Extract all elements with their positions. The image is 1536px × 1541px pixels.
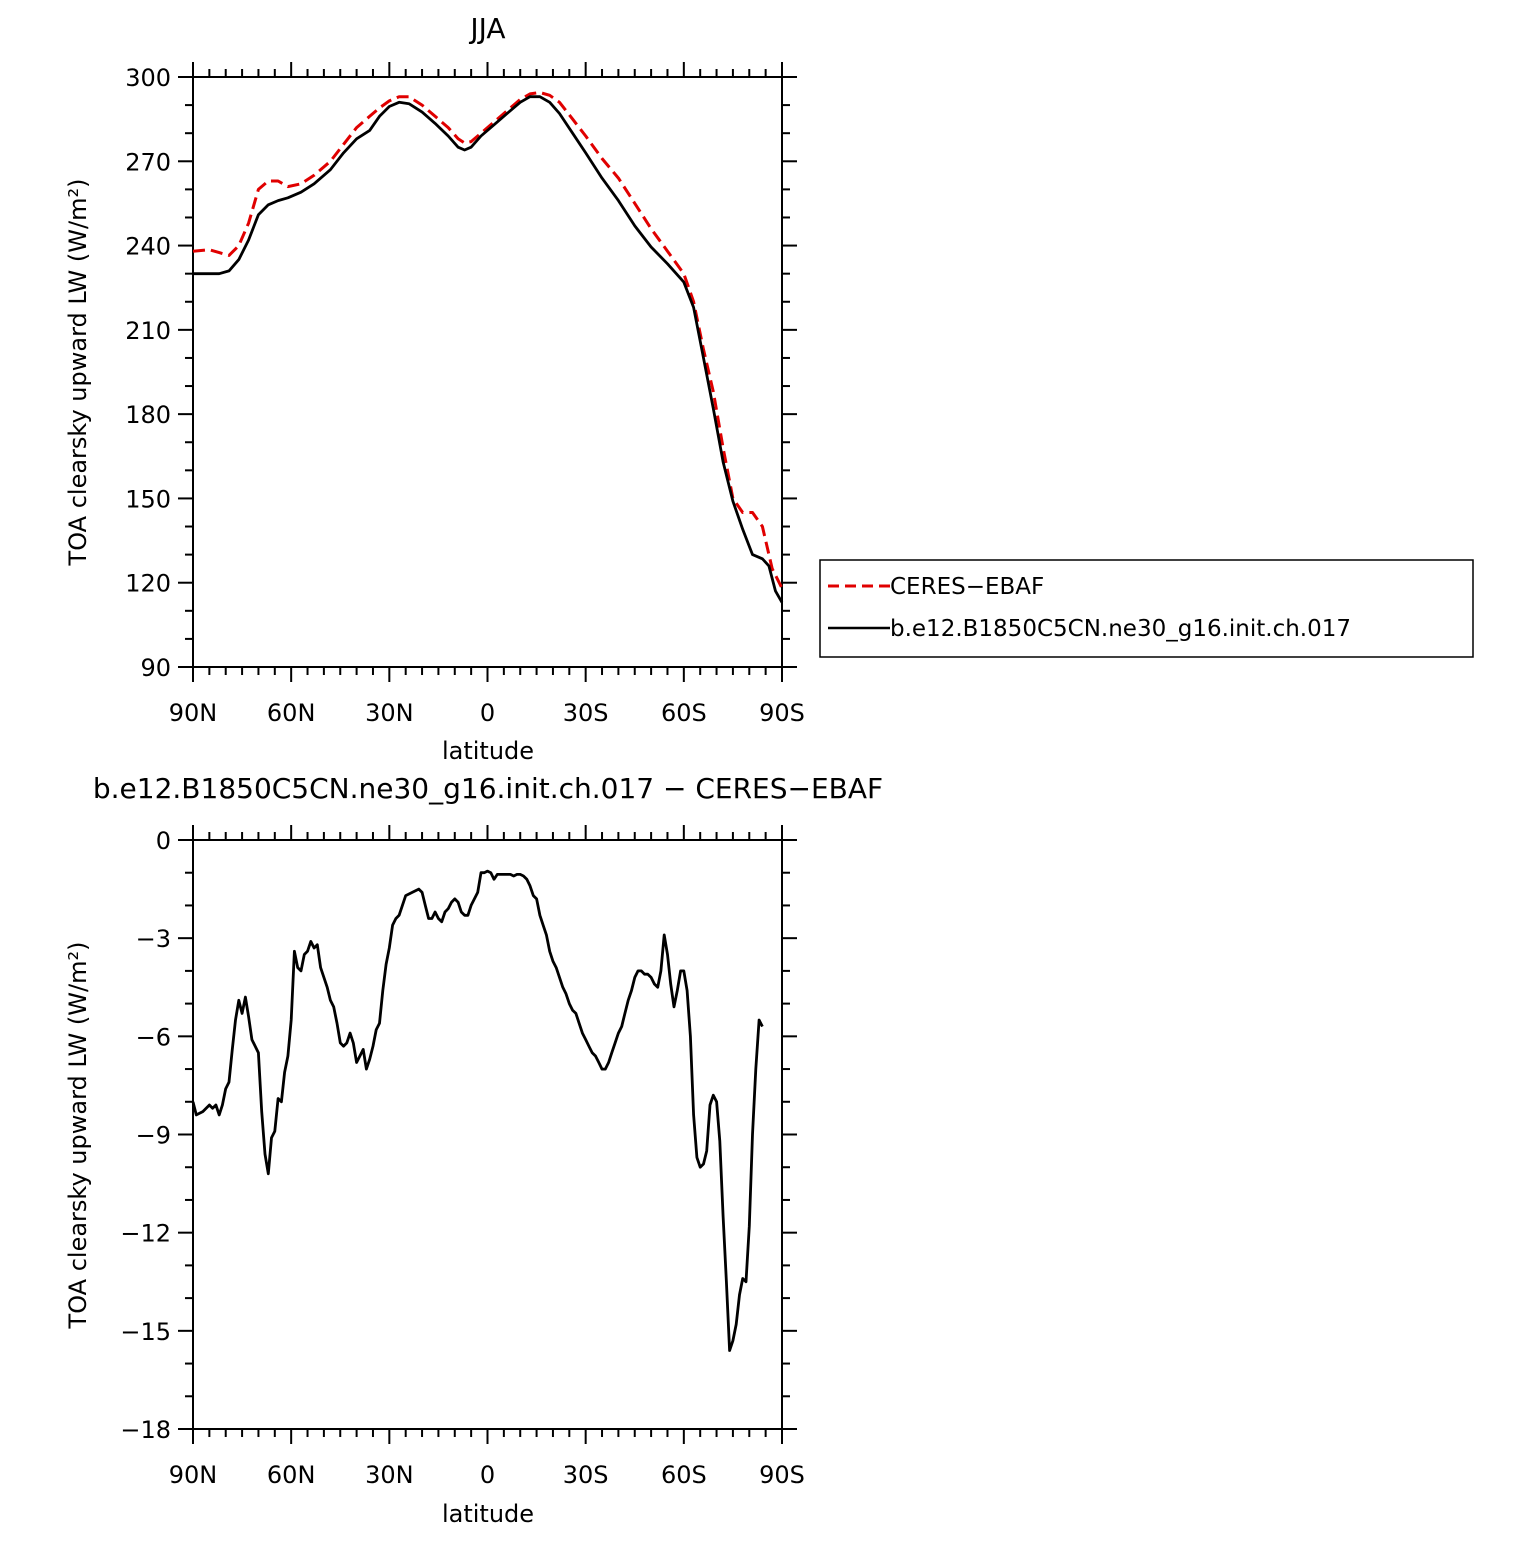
top-y-tick-label: 270 xyxy=(125,148,171,176)
panel-top-chart: JJA 90N 60N 30N 0 30S 60S 90S 90 120 150 180 210 240… xyxy=(64,12,805,765)
legend-label-model: b.e12.B1850C5CN.ne30_g16.init.ch.017 xyxy=(890,616,1351,642)
bottom-series-line-0 xyxy=(191,869,764,1352)
top-plot-frame xyxy=(192,76,783,668)
top-x-tick-label: 30S xyxy=(563,699,609,727)
bottom-x-tick-label: 0 xyxy=(480,1461,495,1489)
top-y-axis-title: TOA clearsky upward LW (W/m²) xyxy=(64,179,92,567)
bottom-y-tick-label: −6 xyxy=(136,1023,171,1051)
legend: CERES−EBAF b.e12.B1850C5CN.ne30_g16.init… xyxy=(819,559,1474,658)
bottom-x-tick-label: 30S xyxy=(563,1461,609,1489)
top-series-line-0 xyxy=(192,91,784,589)
top-y-tick-label: 90 xyxy=(140,654,171,682)
top-y-tick-label: 210 xyxy=(125,317,171,345)
top-x-axis-title: latitude xyxy=(442,737,534,765)
bottom-x-tick-label: 60S xyxy=(661,1461,707,1489)
bottom-x-tick-label: 30N xyxy=(365,1461,414,1489)
bottom-chart-title: b.e12.B1850C5CN.ne30_g16.init.ch.017 − C… xyxy=(93,772,883,805)
bottom-y-tick-label: −9 xyxy=(136,1122,171,1150)
top-y-tick-label: 240 xyxy=(125,233,171,261)
top-chart-title: JJA xyxy=(468,12,505,45)
legend-box xyxy=(819,559,1474,658)
bottom-y-axis-title: TOA clearsky upward LW (W/m²) xyxy=(64,942,92,1330)
top-y-tick-label: 180 xyxy=(125,401,171,429)
bottom-y-tick-label: −15 xyxy=(120,1318,171,1346)
bottom-x-tick-label: 90N xyxy=(169,1461,218,1489)
top-x-tick-label: 30N xyxy=(365,699,414,727)
bottom-x-tick-label: 90S xyxy=(759,1461,805,1489)
bottom-x-tick-label: 60N xyxy=(267,1461,316,1489)
top-plot-area: 90N 60N 30N 0 30S 60S 90S 90 120 150 180 210 240 270 3… xyxy=(125,62,805,727)
top-series-line-1 xyxy=(193,95,784,604)
bottom-y-tick-label: 0 xyxy=(156,827,171,855)
top-x-tick-label: 90S xyxy=(759,699,805,727)
bottom-plot-area: 90N 60N 30N 0 30S 60S 90S 0 −3 −6 −9 −12 −15 −18 xyxy=(120,825,805,1489)
panel-bottom-chart: b.e12.B1850C5CN.ne30_g16.init.ch.017 − C… xyxy=(64,772,883,1528)
top-y-tick-label: 120 xyxy=(125,570,171,598)
bottom-y-tick-label: −18 xyxy=(120,1416,171,1444)
top-x-tick-label: 0 xyxy=(480,699,495,727)
bottom-y-tick-label: −3 xyxy=(136,925,171,953)
top-x-tick-label: 90N xyxy=(169,699,218,727)
bottom-plot-frame xyxy=(192,839,783,1430)
bottom-x-axis-title: latitude xyxy=(442,1500,534,1528)
top-y-tick-label: 150 xyxy=(125,485,171,513)
top-y-tick-label: 300 xyxy=(125,64,171,92)
top-x-tick-label: 60S xyxy=(661,699,707,727)
top-x-tick-label: 60N xyxy=(267,699,316,727)
bottom-y-tick-label: −12 xyxy=(120,1220,171,1248)
legend-label-ceres: CERES−EBAF xyxy=(890,574,1044,600)
